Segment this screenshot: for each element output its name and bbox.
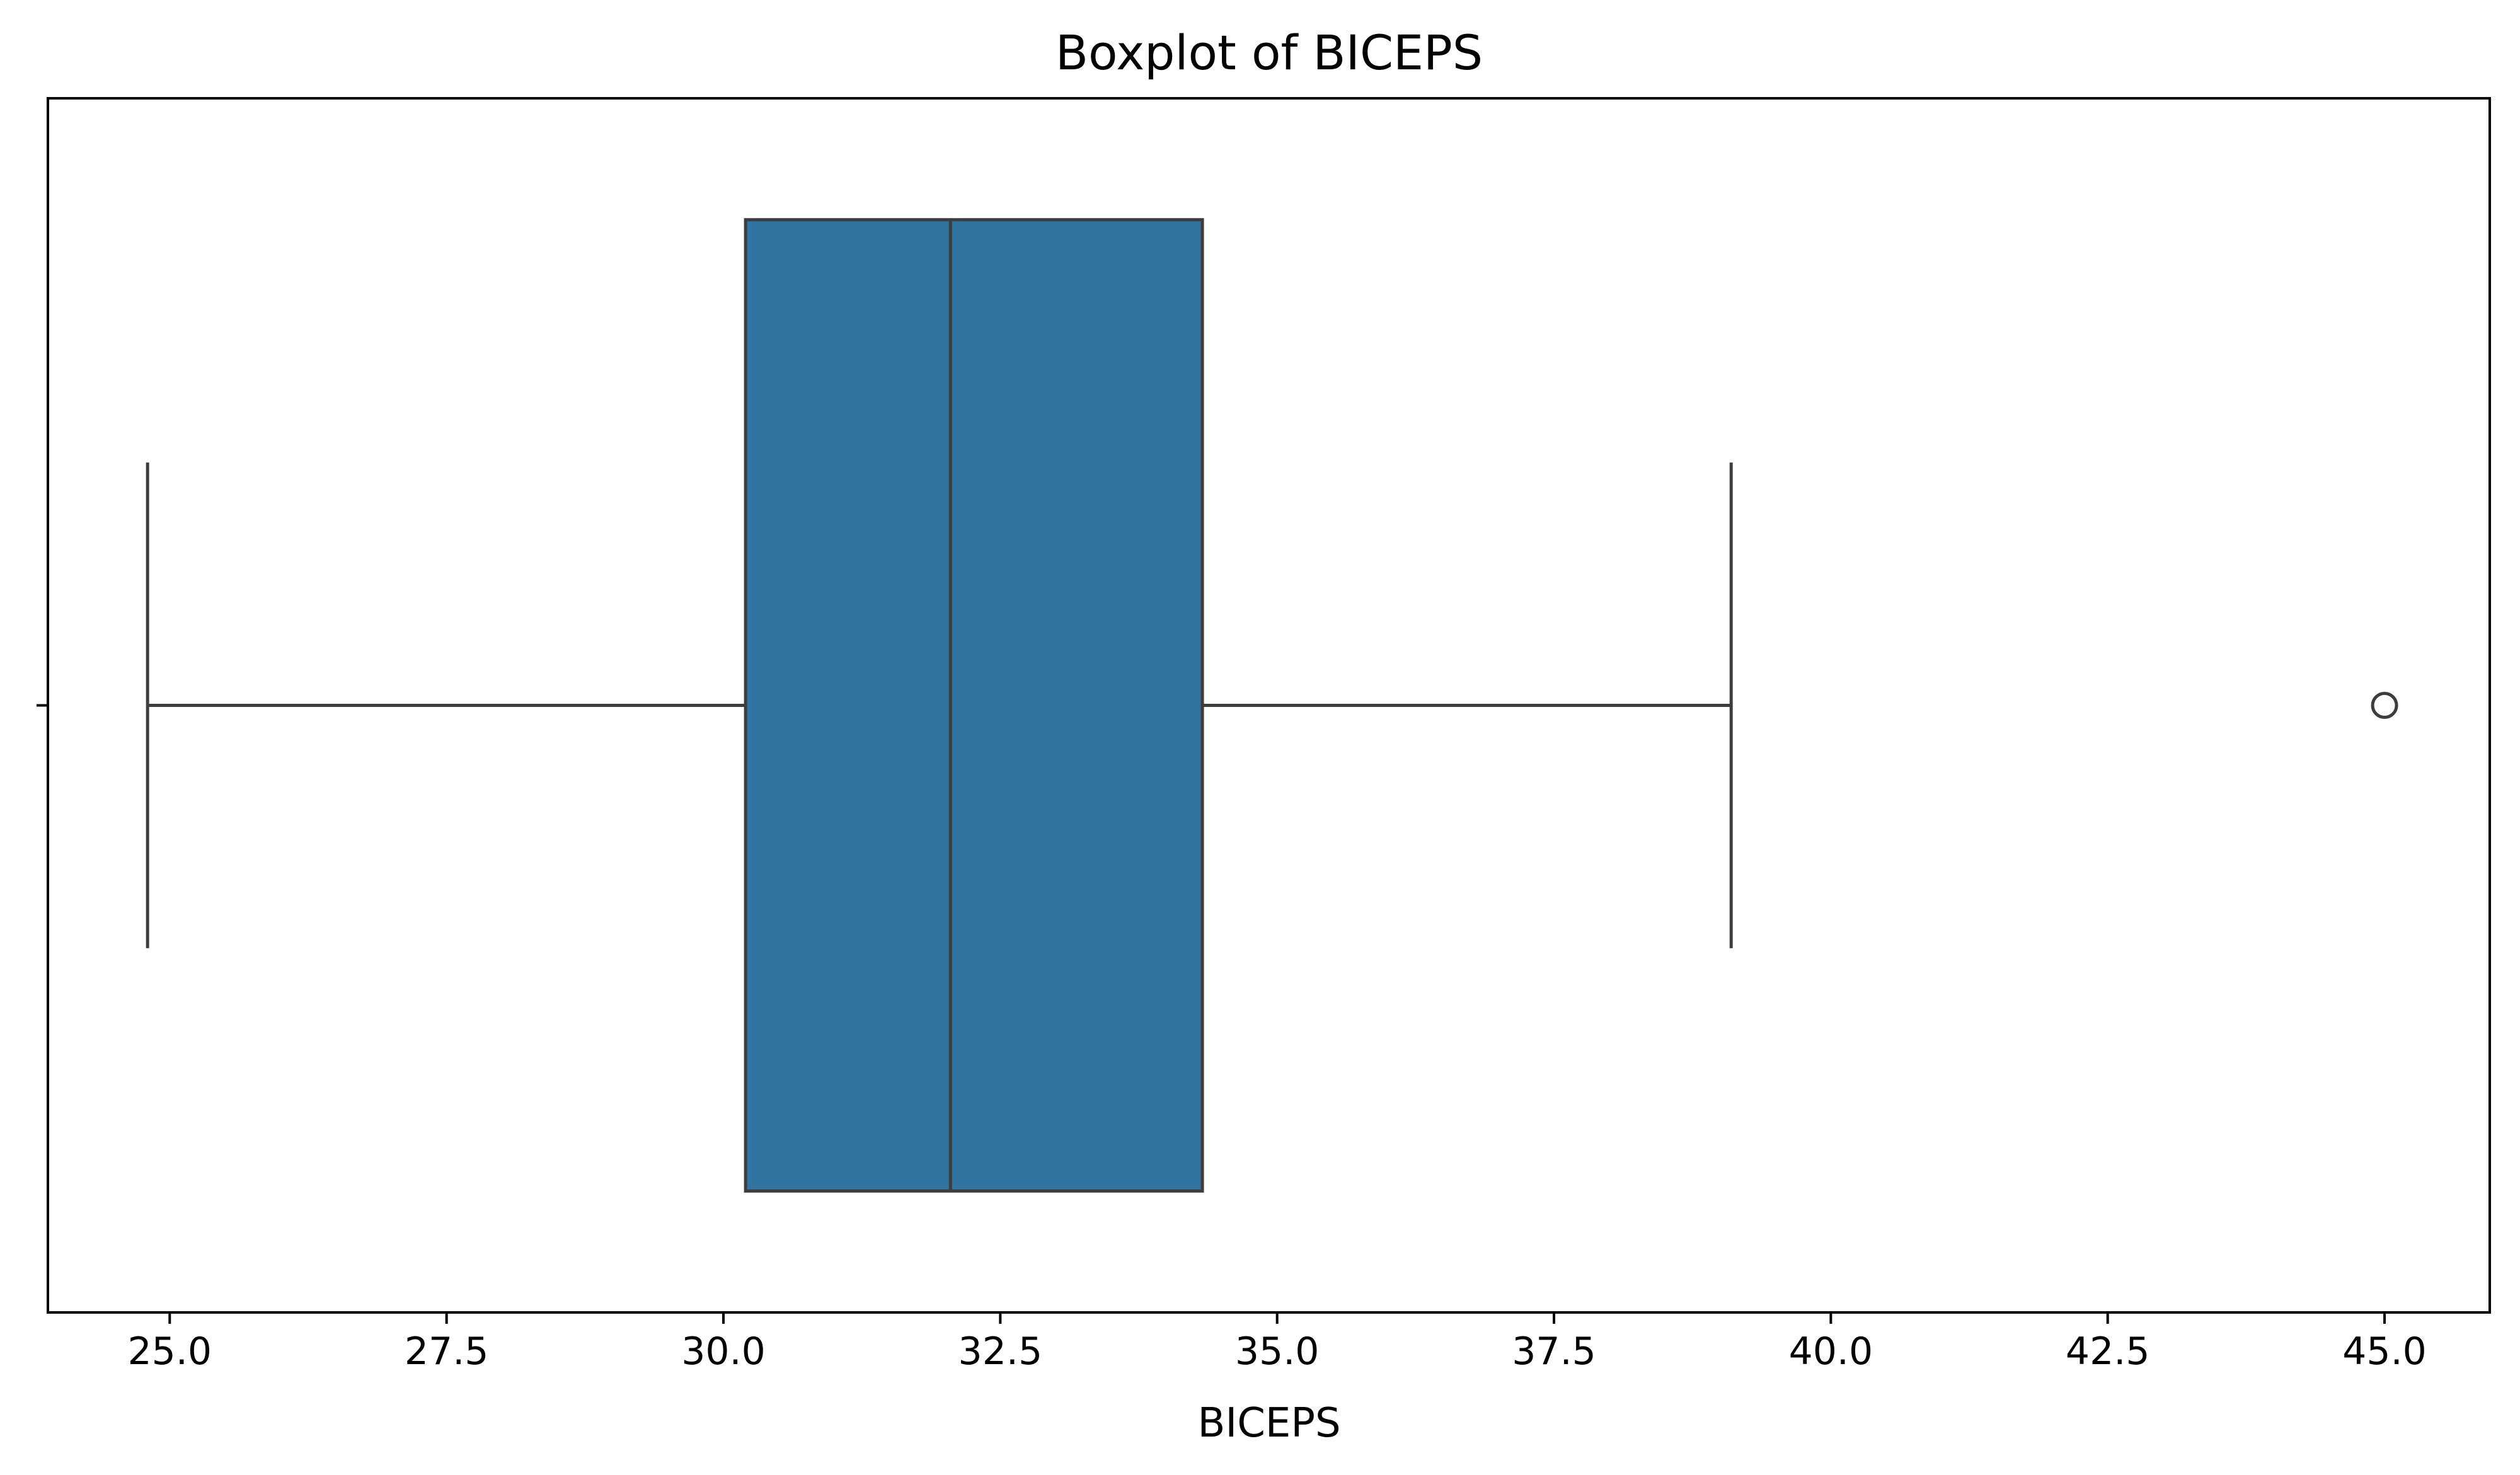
x-tick-label: 32.5 bbox=[958, 1329, 1043, 1374]
chart-title: Boxplot of BICEPS bbox=[1056, 25, 1483, 81]
iqr-box bbox=[744, 218, 1204, 1193]
x-tick-label: 42.5 bbox=[2066, 1329, 2150, 1374]
outlier-point bbox=[2371, 692, 2398, 719]
x-tick-label: 45.0 bbox=[2342, 1329, 2427, 1374]
x-axis: 25.0 27.5 30.0 32.5 35.0 37.5 40.0 42.5 45.0 bbox=[128, 1312, 2427, 1374]
x-tick-label: 35.0 bbox=[1235, 1329, 1320, 1374]
x-axis-label: BICEPS bbox=[1197, 1400, 1340, 1447]
x-tick-label: 25.0 bbox=[128, 1329, 212, 1374]
x-tick-label: 30.0 bbox=[681, 1329, 766, 1374]
x-tick-label: 27.5 bbox=[405, 1329, 489, 1374]
x-tick-label: 40.0 bbox=[1789, 1329, 1873, 1374]
x-tick-label: 37.5 bbox=[1512, 1329, 1596, 1374]
plot-area bbox=[146, 218, 2398, 1193]
